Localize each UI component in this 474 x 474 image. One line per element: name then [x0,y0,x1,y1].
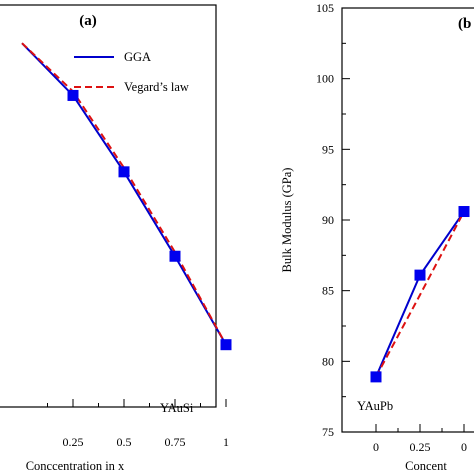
panel-a-marker [67,89,79,101]
panel-a-marker [220,339,232,351]
panel-a-label: (a) [79,13,97,29]
panel-a-x-tick-label: 1 [223,435,229,449]
panel-b-annotation-yaupb: YAuPb [357,399,393,413]
panel-a-markers [67,89,232,351]
panel-b-x-ticks [375,424,465,432]
panel-a-marker [169,250,181,262]
panel-a-x-axis-title: Conccentration in x [26,459,125,473]
panel-a-x-ticks [47,399,227,407]
panel-b-y-tick-labels: 75 80 85 90 95 100 105 [316,1,334,439]
panel-a-x-tick-label: 0.5 [117,435,132,449]
panel-b-y-ticks [342,7,350,433]
panel-b-markers [370,206,470,383]
panel-b-series-lines [375,210,465,378]
panel-b-marker [370,371,382,383]
panel-a-legend: GGA Vegard’s law [74,50,189,94]
panel-a-frame [0,4,217,408]
panel-b-y-axis-title: Bulk Modulus (GPa) [280,168,294,273]
panel-b-y-tick-label: 100 [316,72,334,86]
panel-b-y-tick-label: 105 [316,1,334,15]
panel-b-x-axis-title: Concent [405,459,447,473]
panel-b-frame [341,7,474,433]
panel-b-label: (b [458,16,471,32]
panel-a-annotation-yausi: YAuSi [160,401,194,415]
panel-a-marker [118,166,130,178]
panel-b-y-tick-label: 80 [322,354,334,368]
panel-b-marker [458,206,470,218]
panel-a: 0.25 0.5 0.75 1 (a) GGA Vegard’s law YAuSi … [0,4,232,473]
panel-b-series-line-1 [375,211,465,378]
panel-b-x-tick-label: 0.25 [410,440,431,454]
panel-b-x-tick-label: 0 [373,440,379,454]
panel-b-y-tick-label: 75 [322,425,334,439]
panel-a-x-tick-label: 0.25 [63,435,84,449]
panel-a-x-tick-labels: 0.25 0.5 0.75 1 [63,435,230,449]
panel-a-x-tick-label: 0.75 [165,435,186,449]
legend-vegard-label: Vegard’s law [124,80,189,94]
panel-a-series-line-1 [21,42,227,346]
legend-gga-label: GGA [124,50,151,64]
panel-b-marker [414,269,426,281]
panel-b-y-tick-label: 95 [322,142,334,156]
panel-b-y-tick-label: 90 [322,213,334,227]
panel-b-x-tick-labels: 0 0.25 0 [373,440,467,454]
panel-b-y-tick-label: 85 [322,284,334,298]
panel-b-x-tick-label: 0 [461,440,467,454]
panel-b: 75 80 85 90 95 100 105 0 0.25 0 (b YAuPb Bulk Mo… [280,1,474,473]
